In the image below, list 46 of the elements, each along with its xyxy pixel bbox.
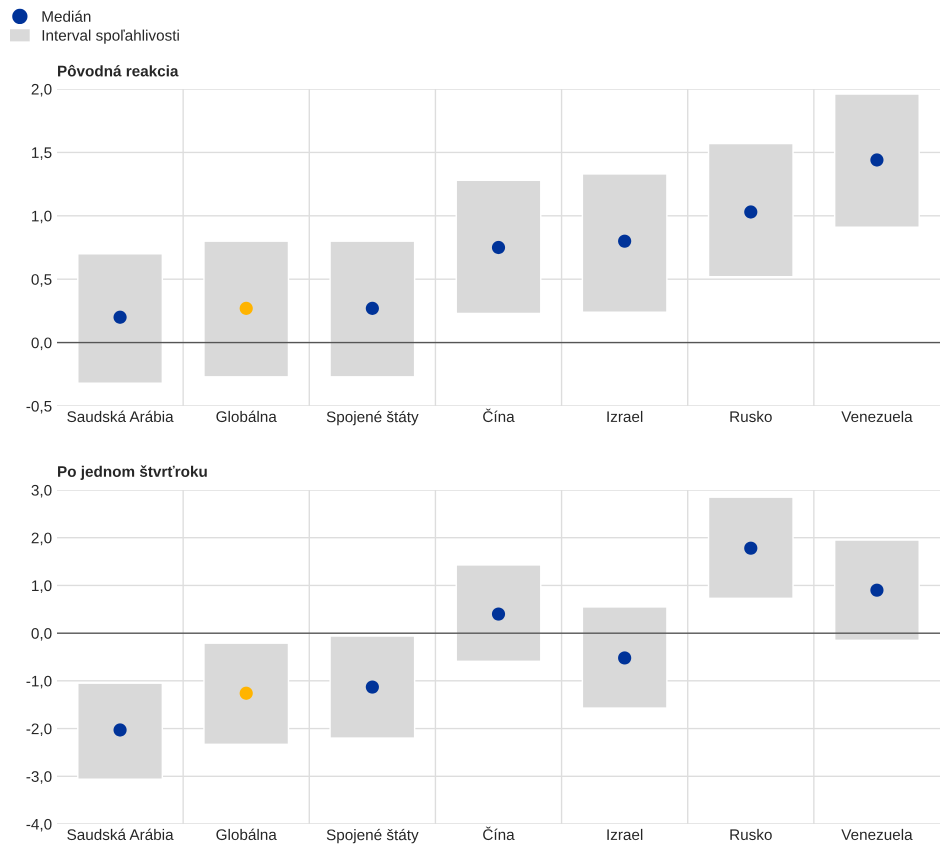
x-tick-label: Venezuela: [841, 410, 913, 422]
y-tick-label: 0,0: [32, 628, 52, 641]
y-tick-label: -0,5: [26, 400, 52, 414]
point: [744, 542, 758, 555]
y-tick-label: 1,5: [32, 147, 52, 160]
chart-title: Pôvodná reakcia: [58, 64, 179, 76]
point: [113, 310, 127, 324]
x-tick-label: Izrael: [607, 410, 642, 422]
x-tick-label: Spojené štáty: [326, 410, 419, 426]
y-tick-label: -2,0: [26, 723, 52, 736]
y-tick-label: -1,0: [26, 676, 52, 688]
x-tick-label: Globálna: [216, 828, 277, 840]
x-tick-label: Rusko: [730, 410, 772, 422]
x-tick-label: Globálna: [216, 410, 277, 422]
x-tick-label: Izrael: [607, 828, 642, 840]
legend-label: Interval spoľahlivosti: [42, 30, 179, 44]
legend-label: Medián: [42, 10, 90, 22]
point: [366, 680, 379, 694]
point: [492, 240, 506, 254]
point: [870, 153, 884, 167]
point: [492, 607, 506, 621]
x-tick-label: Saudská Arábia: [67, 828, 174, 840]
point: [618, 651, 632, 665]
y-tick-label: -3,0: [26, 771, 52, 784]
x-tick-label: Čína: [483, 408, 515, 422]
x-tick-label: Venezuela: [841, 828, 913, 840]
point: [366, 302, 379, 315]
y-tick-label: 2,0: [32, 532, 52, 546]
x-tick-label: Spojené štáty: [326, 828, 419, 844]
y-tick-label: 1,0: [32, 210, 52, 224]
y-tick-label: 1,0: [32, 580, 52, 593]
y-tick-label: 2,0: [32, 84, 52, 96]
y-tick-label: -4,0: [26, 818, 52, 832]
x-tick-label: Rusko: [730, 828, 772, 840]
point: [240, 302, 253, 315]
y-tick-label: 0,5: [32, 274, 52, 287]
point: [240, 686, 253, 700]
point: [870, 584, 884, 597]
y-tick-label: 0,0: [32, 337, 52, 350]
point: [744, 205, 758, 219]
chart-title: Po jednom štvrťroku: [58, 465, 207, 480]
point: [618, 234, 632, 248]
x-tick-label: Saudská Arábia: [67, 410, 174, 422]
y-tick-label: 3,0: [31, 484, 52, 498]
x-tick-label: Čína: [483, 826, 515, 840]
point: [113, 723, 127, 737]
